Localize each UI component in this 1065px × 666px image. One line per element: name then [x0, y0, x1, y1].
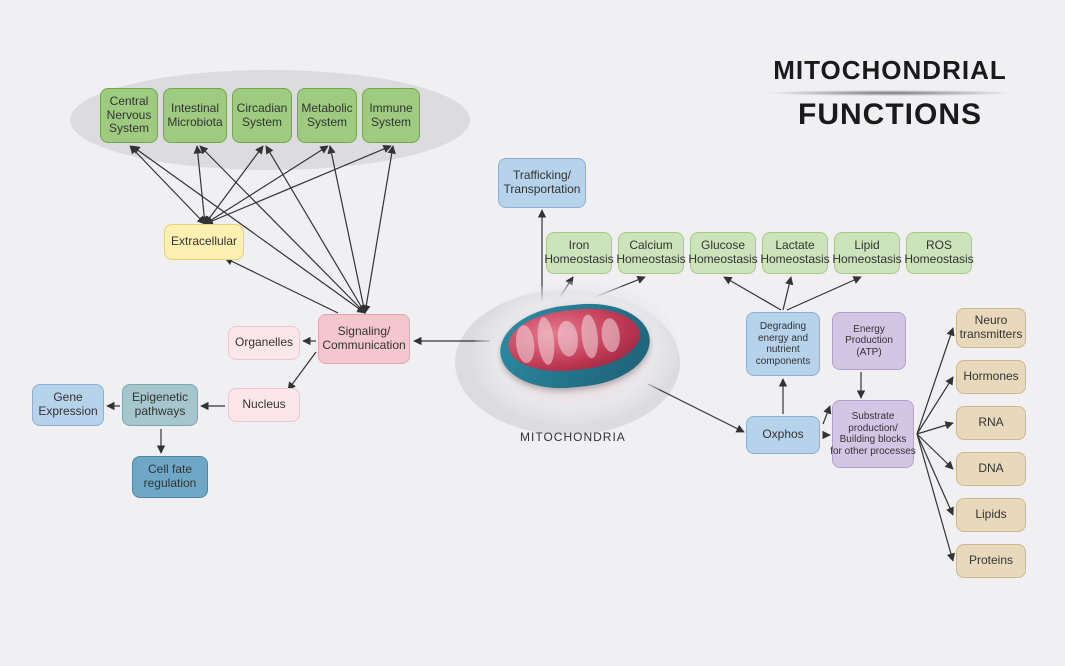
- node-degrading: Degradingenergy andnutrientcomponents: [746, 312, 820, 376]
- node-lipid: LipidHomeostasis: [834, 232, 900, 274]
- arrow: [787, 277, 861, 310]
- node-nucleus: Nucleus: [228, 388, 300, 422]
- arrow: [225, 258, 338, 313]
- node-lactate: LactateHomeostasis: [762, 232, 828, 274]
- double-arrow: [330, 146, 365, 313]
- mitochondria-label: MITOCHONDRIA: [520, 430, 626, 444]
- arrow: [917, 434, 953, 515]
- node-organelles: Organelles: [228, 326, 300, 360]
- node-hormones: Hormones: [956, 360, 1026, 394]
- node-microbiota: IntestinalMicrobiota: [163, 88, 227, 143]
- arrow: [917, 328, 953, 434]
- double-arrow: [266, 146, 365, 313]
- arrow: [917, 434, 953, 561]
- arrow: [917, 423, 953, 434]
- node-signaling: Signaling/Communication: [318, 314, 410, 364]
- node-iron: IronHomeostasis: [546, 232, 612, 274]
- node-cns: CentralNervousSystem: [100, 88, 158, 143]
- node-cellfate: Cell fateregulation: [132, 456, 208, 498]
- node-dna: DNA: [956, 452, 1026, 486]
- arrow: [917, 434, 953, 469]
- arrow: [783, 277, 791, 310]
- node-trafficking: Trafficking/Transportation: [498, 158, 586, 208]
- double-arrow: [365, 146, 393, 313]
- node-ros: ROSHomeostasis: [906, 232, 972, 274]
- node-atp: EnergyProduction(ATP): [832, 312, 906, 370]
- node-neuro: Neurotransmitters: [956, 308, 1026, 348]
- node-rna: RNA: [956, 406, 1026, 440]
- node-lipids: Lipids: [956, 498, 1026, 532]
- title-top: MITOCHONDRIAL: [765, 55, 1015, 86]
- node-calcium: CalciumHomeostasis: [618, 232, 684, 274]
- title-bottom: FUNCTIONS: [765, 98, 1015, 132]
- arrow: [823, 406, 830, 424]
- title-shadow: [765, 90, 1015, 96]
- node-geneexp: GeneExpression: [32, 384, 104, 426]
- arrow: [917, 377, 953, 434]
- node-metabolic: MetabolicSystem: [297, 88, 357, 143]
- node-substrate: Substrateproduction/Building blocksfor o…: [832, 400, 914, 468]
- node-immune: ImmuneSystem: [362, 88, 420, 143]
- node-proteins: Proteins: [956, 544, 1026, 578]
- mitochondria-illustration: [500, 305, 650, 400]
- node-glucose: GlucoseHomeostasis: [690, 232, 756, 274]
- diagram-title: MITOCHONDRIAL FUNCTIONS: [765, 55, 1015, 132]
- node-extracell: Extracellular: [164, 224, 244, 260]
- arrow: [724, 277, 781, 310]
- node-oxphos: Oxphos: [746, 416, 820, 454]
- node-circadian: CircadianSystem: [232, 88, 292, 143]
- node-epigenetic: Epigeneticpathways: [122, 384, 198, 426]
